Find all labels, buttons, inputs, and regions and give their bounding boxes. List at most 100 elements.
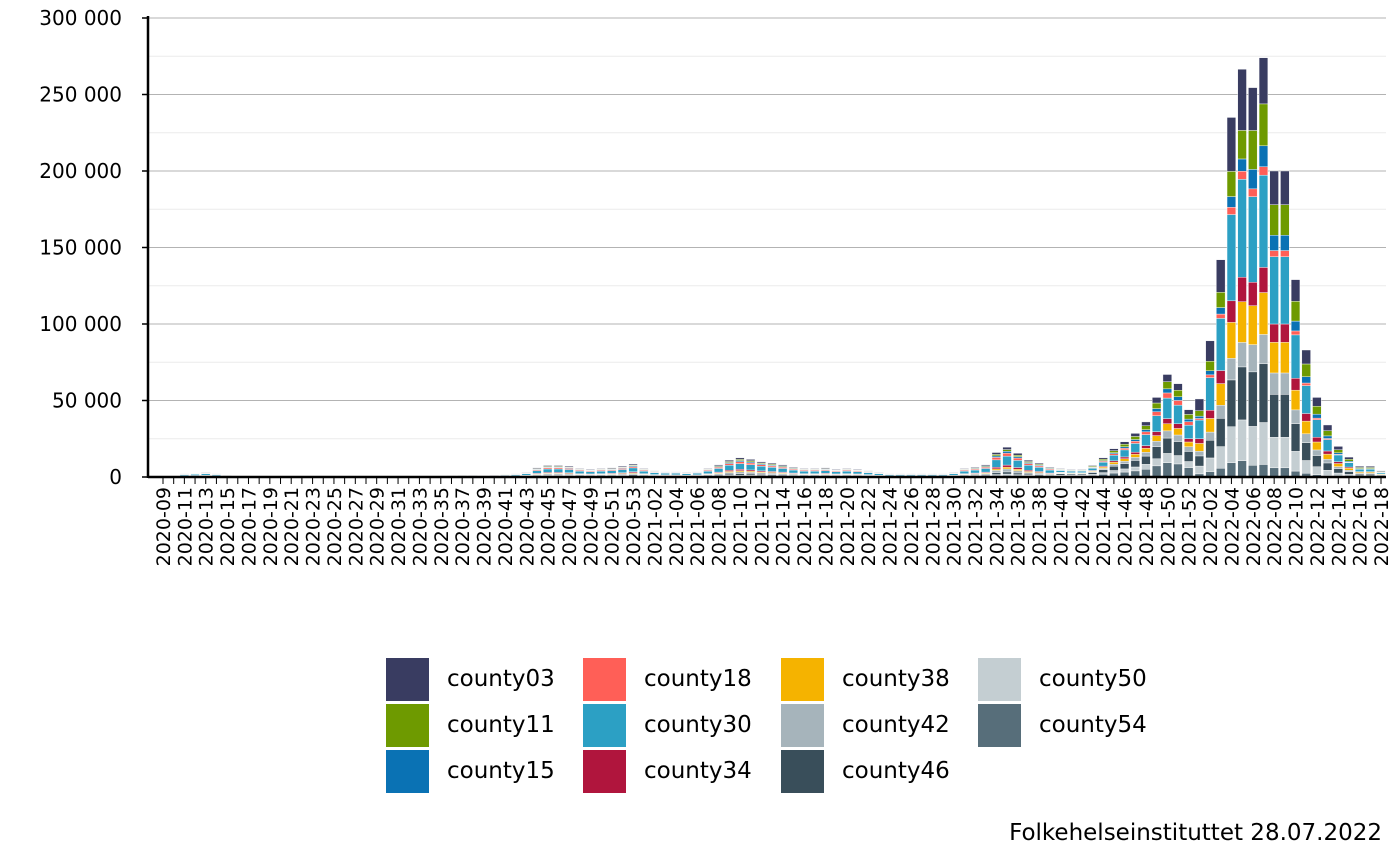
- bar-segment-county11: [1173, 390, 1183, 397]
- bar-segment-county54: [1162, 462, 1172, 478]
- bar-segment-county46: [1098, 469, 1108, 473]
- bar-segment-county50: [1109, 470, 1119, 474]
- bar-2022-10: [1290, 279, 1301, 478]
- bar-segment-county03: [810, 468, 820, 470]
- bar-segment-county42: [1237, 342, 1247, 368]
- bar-segment-county42: [1173, 434, 1183, 442]
- bar-segment-county15: [1141, 429, 1151, 433]
- bar-segment-county03: [1226, 117, 1237, 172]
- bar-segment-county34: [1237, 277, 1247, 302]
- bar-segment-county03: [778, 464, 788, 466]
- x-tick-label: 2020-19: [260, 487, 282, 566]
- bar-2020-45: [543, 465, 553, 478]
- bar-2021-39: [1045, 466, 1055, 478]
- bar-segment-county03: [991, 452, 1001, 455]
- bar-segment-county15: [1269, 235, 1279, 251]
- bar-segment-county34: [1248, 282, 1258, 306]
- bar-segment-county38: [1280, 342, 1290, 374]
- bar-segment-county30: [767, 467, 777, 472]
- x-tick-label: 2020-39: [474, 487, 496, 566]
- legend-label: county34: [644, 758, 752, 784]
- bar-segment-county03: [1023, 459, 1034, 462]
- bar-segment-county15: [1280, 235, 1290, 251]
- bar-2020-48: [575, 468, 585, 478]
- bar-segment-county46: [1312, 455, 1322, 467]
- x-tick-label: 2021-36: [1008, 487, 1030, 566]
- bar-segment-county38: [1162, 423, 1172, 432]
- bar-2021-01: [639, 468, 649, 478]
- bar-segment-county42: [1333, 466, 1343, 469]
- bar-segment-county11: [1290, 301, 1301, 322]
- bar-2021-51: [1173, 383, 1183, 478]
- bar-segment-county54: [1226, 462, 1237, 478]
- legend-label: county11: [447, 712, 555, 738]
- bar-segment-county03: [1002, 446, 1012, 450]
- x-tick-label: 2020-23: [303, 487, 325, 566]
- bar-segment-county30: [671, 473, 681, 476]
- bar-segment-county03: [703, 468, 713, 470]
- bar-segment-county42: [1119, 460, 1130, 464]
- bar-segment-county03: [564, 466, 574, 468]
- bar-segment-county30: [1237, 179, 1247, 278]
- bar-segment-county34: [1216, 370, 1226, 384]
- bar-segment-county50: [1173, 455, 1183, 465]
- legend-swatch: [386, 703, 429, 747]
- bar-segment-county15: [1205, 370, 1215, 376]
- bar-2021-38: [1034, 463, 1044, 478]
- bar-segment-county18: [1023, 463, 1034, 466]
- x-tick-label: 2022-08: [1264, 487, 1286, 566]
- legend-swatch: [386, 749, 429, 793]
- bar-2022-15: [1344, 456, 1354, 478]
- bar-segment-county34: [1173, 423, 1183, 429]
- bar-segment-county03: [799, 468, 809, 470]
- bar-segment-county30: [1002, 455, 1012, 466]
- bar-2021-47: [1130, 433, 1140, 478]
- bar-segment-county30: [1290, 334, 1301, 379]
- bar-segment-county30: [1301, 385, 1311, 414]
- bar-segment-county15: [1290, 320, 1301, 332]
- legend-item-county03: county03: [386, 656, 583, 702]
- bar-segment-county30: [564, 469, 574, 473]
- bar-2021-44: [1098, 457, 1108, 478]
- bar-segment-county50: [1322, 470, 1333, 476]
- bar-segment-county15: [1216, 307, 1226, 315]
- bar-segment-county46: [1141, 455, 1151, 465]
- bar-segment-county38: [1333, 463, 1343, 467]
- bar-2021-45: [1109, 448, 1119, 478]
- bar-segment-county46: [1087, 472, 1098, 475]
- bar-2022-17: [1365, 466, 1375, 478]
- x-tick-label: 2021-32: [965, 487, 987, 566]
- bar-segment-county42: [1184, 446, 1194, 452]
- x-tick-label: 2021-38: [1029, 487, 1051, 566]
- x-tick-label: 2021-50: [1157, 487, 1179, 566]
- legend-label: county38: [842, 666, 950, 692]
- bar-2021-33: [981, 464, 991, 478]
- legend-swatch: [781, 657, 824, 701]
- bar-segment-county30: [607, 470, 617, 474]
- bar-segment-county46: [1280, 394, 1290, 438]
- bar-segment-county11: [1119, 444, 1130, 447]
- bar-segment-county11: [1002, 449, 1012, 452]
- bar-segment-county46: [1109, 466, 1119, 471]
- bar-segment-county38: [1248, 305, 1258, 345]
- x-tick-label: 2020-31: [388, 487, 410, 566]
- bar-segment-county15: [1312, 413, 1322, 419]
- bar-segment-county30: [543, 468, 553, 473]
- bar-2020-50: [596, 468, 606, 478]
- bar-segment-county30: [1333, 454, 1343, 462]
- bar-segment-county38: [1152, 435, 1162, 442]
- bar-segment-county15: [1194, 415, 1204, 419]
- legend-item-county46: county46: [781, 748, 978, 794]
- bar-segment-county30: [1226, 214, 1237, 302]
- bar-segment-county30: [1055, 470, 1066, 473]
- legend-swatch: [781, 703, 824, 747]
- bar-segment-county42: [1248, 344, 1258, 373]
- bar-segment-county30: [521, 473, 531, 476]
- bar-segment-county03: [1119, 441, 1130, 445]
- bar-segment-county03: [1130, 433, 1140, 437]
- bar-segment-county34: [1333, 461, 1343, 464]
- bar-segment-county50: [1162, 453, 1172, 463]
- bar-segment-county03: [767, 463, 777, 465]
- bar-segment-county03: [820, 467, 831, 469]
- x-tick-label: 2020-29: [367, 487, 389, 566]
